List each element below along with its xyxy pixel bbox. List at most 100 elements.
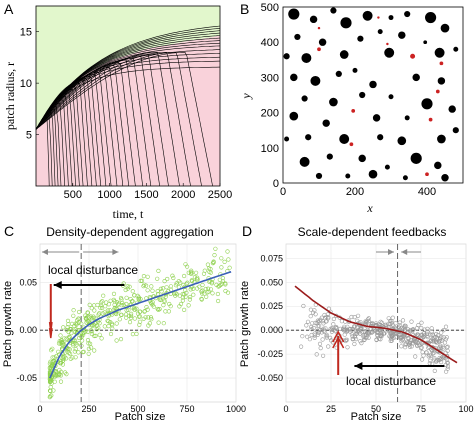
shrinking-patch bbox=[439, 61, 444, 66]
panel-d-ticks: 0 25 50 75 100 -0.050 -0.025 0.000 0.025 0.050 0.0… bbox=[257, 253, 473, 414]
data-point bbox=[71, 313, 76, 318]
panel-letter-b: B bbox=[240, 1, 249, 17]
collapsing-trajectory bbox=[35, 65, 129, 187]
data-point bbox=[129, 313, 134, 318]
data-point bbox=[445, 364, 451, 369]
data-point bbox=[67, 334, 72, 339]
data-point bbox=[130, 299, 135, 304]
data-point bbox=[142, 309, 147, 314]
data-point bbox=[88, 345, 94, 350]
data-point bbox=[188, 270, 193, 275]
data-point bbox=[173, 293, 178, 298]
growing-patch bbox=[288, 8, 300, 20]
red-up-chevrons bbox=[332, 330, 345, 349]
growing-patch bbox=[397, 136, 407, 146]
y-tick-label: 500 bbox=[261, 2, 279, 14]
y-tick-label: -0.05 bbox=[16, 373, 37, 383]
data-point bbox=[331, 322, 336, 327]
data-point bbox=[166, 309, 171, 314]
data-point bbox=[100, 299, 105, 304]
data-point bbox=[321, 321, 326, 326]
x-tick-label: 50 bbox=[371, 404, 381, 414]
data-point bbox=[137, 314, 142, 319]
data-point bbox=[364, 335, 369, 340]
data-point bbox=[430, 351, 436, 356]
data-point bbox=[186, 270, 191, 275]
growing-patch bbox=[398, 31, 406, 39]
data-point bbox=[345, 345, 350, 350]
growing-patch bbox=[326, 153, 333, 160]
data-point bbox=[413, 339, 418, 344]
growing-patch bbox=[377, 134, 384, 141]
data-point bbox=[76, 335, 82, 341]
y-tick-label: -0.025 bbox=[257, 349, 283, 359]
growing-patch bbox=[305, 134, 312, 141]
data-point bbox=[125, 284, 130, 289]
data-point bbox=[419, 345, 424, 350]
data-point bbox=[317, 318, 322, 324]
data-point bbox=[156, 268, 161, 274]
x-tick-label: 100 bbox=[458, 404, 473, 414]
data-point bbox=[73, 327, 78, 332]
growing-patch bbox=[425, 11, 437, 24]
growing-patch bbox=[301, 95, 308, 102]
data-point bbox=[356, 313, 361, 318]
data-point bbox=[388, 338, 393, 344]
data-point bbox=[315, 332, 320, 337]
data-point bbox=[354, 337, 359, 342]
data-point bbox=[141, 274, 146, 279]
data-point bbox=[445, 348, 450, 353]
data-point bbox=[89, 331, 94, 337]
data-point bbox=[164, 285, 169, 290]
data-point bbox=[344, 337, 350, 342]
shrinking-patch bbox=[410, 53, 416, 59]
data-point bbox=[173, 283, 178, 288]
growing-patch bbox=[289, 111, 299, 121]
data-point bbox=[97, 311, 102, 316]
data-point bbox=[411, 327, 416, 332]
data-point bbox=[434, 359, 439, 364]
growing-patch bbox=[372, 114, 381, 122]
data-point bbox=[430, 332, 435, 337]
data-point bbox=[99, 305, 105, 311]
x-tick-label: 0 bbox=[283, 404, 288, 414]
data-point bbox=[325, 312, 331, 317]
data-point bbox=[189, 271, 194, 277]
data-point bbox=[97, 332, 102, 337]
data-point bbox=[52, 355, 57, 360]
panel-d-fit-line bbox=[294, 285, 458, 364]
data-point bbox=[300, 334, 305, 339]
growing-patch bbox=[315, 172, 323, 180]
data-point bbox=[138, 309, 143, 314]
panel-letter-a: A bbox=[4, 1, 14, 17]
data-point bbox=[89, 306, 94, 311]
data-point bbox=[219, 265, 224, 270]
data-point bbox=[119, 312, 124, 318]
data-point bbox=[394, 331, 399, 336]
data-point bbox=[99, 336, 104, 341]
data-point bbox=[67, 351, 73, 357]
data-point bbox=[313, 312, 318, 317]
left-arrowhead bbox=[401, 249, 408, 255]
data-point bbox=[69, 327, 74, 332]
data-point bbox=[139, 278, 145, 284]
panel-b-xlabel: x bbox=[366, 201, 373, 215]
data-point bbox=[315, 328, 320, 333]
data-point bbox=[319, 315, 324, 320]
growing-patch bbox=[339, 50, 349, 59]
data-point bbox=[71, 308, 76, 313]
data-point bbox=[329, 327, 334, 333]
data-point bbox=[398, 336, 403, 341]
y-tick-label: 200 bbox=[261, 108, 279, 120]
data-point bbox=[134, 306, 139, 311]
data-point bbox=[210, 261, 215, 266]
collapsing-trajectory bbox=[35, 52, 213, 187]
data-point bbox=[403, 323, 408, 329]
data-point bbox=[81, 349, 86, 354]
data-point bbox=[149, 284, 154, 289]
data-point bbox=[61, 356, 67, 361]
data-point bbox=[307, 337, 313, 342]
data-point bbox=[132, 316, 137, 321]
data-point bbox=[65, 325, 70, 330]
data-point bbox=[180, 298, 185, 303]
